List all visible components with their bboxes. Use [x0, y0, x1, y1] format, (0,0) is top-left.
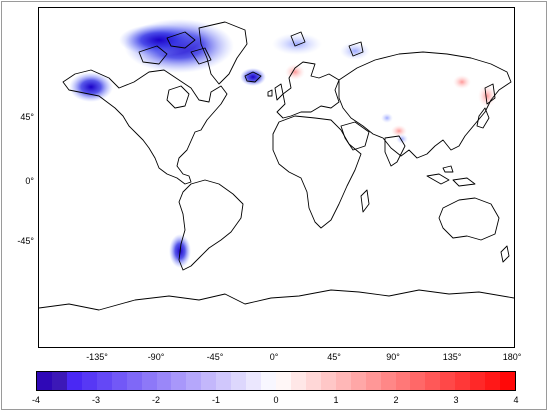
iceland-outline	[244, 71, 262, 83]
colorbar-cell	[51, 372, 67, 390]
hudson-bay-outline	[166, 85, 190, 109]
europe-outline	[276, 61, 340, 119]
arabia-outline	[340, 121, 370, 151]
colorbar-cell	[261, 372, 276, 390]
anomaly-canadian-archipelago	[119, 24, 199, 56]
anomaly-shading	[69, 19, 496, 268]
south-america-outline	[178, 179, 244, 271]
anomaly-iceland	[240, 68, 266, 86]
anomaly-tibet	[391, 125, 407, 137]
japan-outline	[476, 107, 490, 129]
novaya-zemlya-outline	[348, 41, 364, 57]
lon-label-minus-45: -45°	[206, 352, 224, 362]
colorbar-cell	[231, 372, 247, 390]
anomaly-himalaya	[396, 134, 408, 144]
colorbar-cell	[425, 372, 441, 390]
lat-label-0: 0°	[25, 176, 34, 186]
colorbar-tick-label: 4	[513, 395, 519, 405]
lon-label-0: 0°	[269, 352, 279, 362]
colorbar-cell	[156, 372, 172, 390]
colorbar-cell	[246, 372, 262, 390]
colorbar-cell	[305, 372, 321, 390]
colorbar-tick-label: 0	[273, 395, 279, 405]
colorbar-cell	[455, 372, 471, 390]
colorbar-cell	[126, 372, 142, 390]
lat-label-45: 45°	[20, 112, 34, 122]
lon-label-135: 135°	[442, 352, 462, 362]
colorbar-tick-label: 2	[393, 395, 399, 405]
lon-label-180: 180°	[502, 352, 522, 362]
coastlines	[39, 21, 514, 311]
colorbar-cell	[216, 372, 232, 390]
anomaly-svalbard	[272, 33, 322, 55]
colorbar-tick-label: -3	[91, 395, 100, 405]
anomaly-kamchatka	[478, 85, 496, 107]
colorbar-cell	[440, 372, 456, 390]
svalbard-outline	[290, 31, 306, 47]
colorbar-cell	[410, 372, 426, 390]
colorbar-cell	[201, 372, 217, 390]
anomaly-alaska	[69, 72, 113, 102]
colorbar-cell	[335, 372, 351, 390]
madagascar-outline	[360, 189, 370, 213]
north-america-outline	[62, 69, 228, 185]
colorbar	[36, 371, 516, 391]
colorbar-cell	[485, 372, 501, 390]
arctic-islands-outline	[138, 31, 212, 65]
lon-label-90: 90°	[386, 352, 400, 362]
colorbar-cell	[395, 372, 411, 390]
colorbar-cell	[37, 372, 52, 390]
colorbar-cell	[470, 372, 486, 390]
asia-outline	[338, 51, 512, 159]
colorbar-cell	[111, 372, 127, 390]
colorbar-cell	[186, 372, 202, 390]
colorbar-tick-label: 3	[453, 395, 459, 405]
colorbar-cell	[141, 372, 157, 390]
anomaly-scandinavia	[285, 64, 305, 80]
lon-label-45: 45°	[327, 352, 341, 362]
australia-outline	[438, 197, 500, 241]
world-map	[38, 7, 515, 348]
map-canvas	[39, 19, 514, 311]
anomaly-central-asia	[381, 113, 393, 123]
colorbar-cell	[96, 372, 112, 390]
kamchatka-outline	[484, 83, 496, 105]
colorbar-cell	[350, 372, 366, 390]
india-outline	[384, 135, 406, 167]
colorbar-cell	[66, 372, 82, 390]
british-isles-outline	[267, 83, 284, 101]
colorbar-cell	[365, 372, 381, 390]
colorbar-cell	[380, 372, 396, 390]
antarctica-outline	[39, 289, 514, 311]
colorbar-tick-label: -4	[31, 395, 40, 405]
colorbar-tick-label: 1	[333, 395, 339, 405]
anomaly-western-siberia	[453, 75, 471, 89]
lat-label-minus-45: -45°	[17, 236, 34, 246]
africa-outline	[272, 115, 362, 229]
colorbar-cell	[171, 372, 187, 390]
colorbar-tick-label: -2	[151, 395, 160, 405]
greenland-outline	[198, 21, 248, 85]
colorbar-cell	[320, 372, 336, 390]
colorbar-cell	[81, 372, 97, 390]
anomaly-novaya-zemlya	[340, 42, 370, 60]
new-zealand-outline	[500, 245, 510, 263]
indonesia-outline	[426, 165, 476, 187]
colorbar-cell	[276, 372, 291, 390]
lon-label-minus-135: -135°	[86, 352, 108, 362]
lon-label-minus-90: -90°	[147, 352, 165, 362]
colorbar-tick-label: -1	[211, 395, 220, 405]
colorbar-cell	[500, 372, 515, 390]
colorbar-cell	[290, 372, 306, 390]
